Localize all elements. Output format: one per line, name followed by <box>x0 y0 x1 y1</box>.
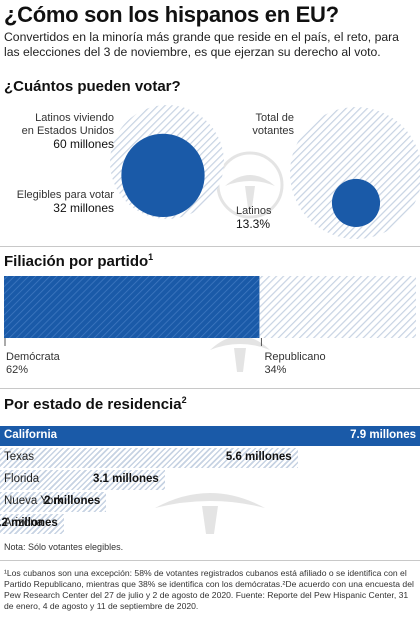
label-republican: Republicano 34% <box>264 351 326 376</box>
state-name: Florida <box>4 473 40 485</box>
label-latino-share: Latinos 13.3% <box>236 205 298 231</box>
value-democrat: 62% <box>6 364 29 376</box>
chart-note: Nota: Sólo votantes elegibles. <box>4 542 124 552</box>
bubble-chart <box>110 105 420 239</box>
state-value: 3.1 millones <box>92 473 159 485</box>
state-name: Arizona <box>4 517 43 529</box>
state-row: Texas 5.6 millones <box>0 448 298 468</box>
label-total-voters: Total de votantes <box>252 112 294 137</box>
bubble-latino-share <box>331 178 381 227</box>
section-title-party: Filiación por partido1 <box>4 252 154 270</box>
state-row: Nueva York 2 millones <box>0 492 107 512</box>
state-row: Arizona1.2 millones <box>0 514 64 534</box>
party-bar-chart <box>4 276 416 346</box>
value-latino-share: 13.3% <box>236 217 271 231</box>
eagle-seal-icon <box>155 493 265 534</box>
section-divider <box>0 560 420 561</box>
section-divider <box>0 246 420 247</box>
footnote: ¹Los cubanos son una excepción: 58% de v… <box>4 568 414 611</box>
label-latinos-living: Latinos viviendo en Estados Unidos 60 mi… <box>4 112 114 151</box>
bubble-eligible-voters <box>121 133 205 217</box>
bubble-total-voters <box>290 107 420 239</box>
state-name: California <box>4 429 58 441</box>
value-latinos-living: 60 millones <box>53 137 114 151</box>
section-divider <box>0 388 420 389</box>
value-eligible-voters: 32 millones <box>53 201 114 215</box>
section-title-voters: ¿Cuántos pueden votar? <box>4 78 181 95</box>
section-title-states: Por estado de residencia2 <box>4 395 187 413</box>
state-row: Florida 3.1 millones <box>0 470 165 490</box>
state-value: 1.2 millones <box>0 517 58 529</box>
state-value: 2 millones <box>44 495 101 507</box>
state-value: 5.6 millones <box>225 451 292 463</box>
page-subtitle: Convertidos en la minoría más grande que… <box>4 30 399 59</box>
state-name: Nueva York <box>4 495 63 507</box>
state-name: Texas <box>4 451 35 463</box>
eagle-seal-icon <box>210 336 270 372</box>
page-title: ¿Cómo son los hispanos en EU? <box>4 2 339 27</box>
value-republican: 34% <box>264 364 287 376</box>
label-eligible-voters: Elegibles para votar 32 millones <box>4 189 114 215</box>
label-democrat: Demócrata 62% <box>6 351 60 376</box>
party-bar-democrat <box>4 276 260 338</box>
state-row: California 7.9 millones <box>0 426 420 446</box>
state-value: 7.9 millones <box>350 429 416 441</box>
